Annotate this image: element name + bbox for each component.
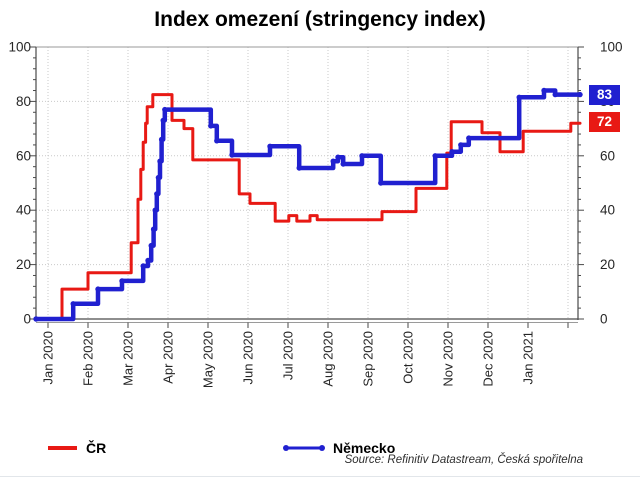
- x-tick-label: Jan 2020: [41, 331, 56, 385]
- germany-data-dot: [229, 152, 235, 158]
- x-tick-label: Sep 2020: [361, 331, 376, 387]
- y-tick-label-right: 100: [600, 40, 623, 55]
- germany-data-dot: [152, 207, 158, 213]
- plot-frame: [35, 46, 579, 320]
- bottom-divider: [0, 476, 640, 477]
- germany-data-dot: [552, 91, 558, 98]
- x-tick-label: Dec 2020: [481, 331, 496, 387]
- germany-data-dot: [145, 257, 151, 264]
- y-tick-label-right: 0: [600, 312, 608, 327]
- x-tick-label: Jul 2020: [281, 331, 296, 380]
- germany-data-dot: [432, 153, 438, 159]
- y-tick-label-right: 20: [600, 257, 615, 272]
- germany-data-dot: [157, 158, 163, 164]
- germany-series-line: [33, 88, 583, 322]
- germany-data-dot: [162, 106, 168, 113]
- y-tick-label-right: 40: [600, 203, 615, 218]
- x-tick-label: Apr 2020: [161, 331, 176, 384]
- x-tick-label: May 2020: [201, 331, 216, 388]
- germany-data-dot: [140, 263, 146, 269]
- germany-data-dot: [449, 149, 455, 155]
- germany-data-dot: [208, 123, 214, 129]
- germany-data-dot: [33, 316, 39, 322]
- germany-data-dot: [155, 174, 162, 181]
- y-tick-label-left: 80: [16, 94, 31, 109]
- legend-label-cr: ČR: [86, 440, 107, 456]
- y-tick-label-left: 60: [16, 148, 31, 163]
- x-tick-label: Aug 2020: [321, 331, 336, 387]
- y-tick-label-left: 100: [8, 40, 31, 55]
- germany-data-dot: [330, 158, 336, 164]
- germany-data-dot: [148, 242, 154, 249]
- germany-data-dot: [267, 143, 273, 149]
- source-credit: Source: Refinitiv Datastream, Česká spoř…: [344, 454, 583, 466]
- germany-data-dot: [516, 94, 522, 101]
- germany-data-dot: [359, 153, 365, 159]
- germany-data-dot: [154, 191, 160, 197]
- x-tick-label: Jun 2020: [241, 331, 256, 385]
- page-title: Index omezení (stringency index): [154, 8, 486, 31]
- legend: ČR Německo: [0, 436, 640, 460]
- germany-line-swatch-icon: [283, 445, 325, 451]
- germany-data-dot: [541, 87, 547, 94]
- legend-item-germany: Německo: [282, 436, 395, 460]
- germany-last-value-badge: 83: [589, 85, 620, 105]
- germany-data-dot: [150, 226, 157, 232]
- germany-data-dot: [214, 138, 220, 144]
- germany-data-dot: [378, 180, 384, 186]
- x-tick-label: Jan 2021: [521, 331, 536, 385]
- y-tick-label-left: 0: [23, 312, 31, 327]
- cr-series-line: [34, 93, 582, 321]
- x-tick-label: Oct 2020: [401, 331, 416, 384]
- x-tick-label: Feb 2020: [81, 331, 96, 386]
- germany-data-dot: [95, 286, 101, 292]
- legend-item-cr: ČR: [47, 436, 106, 460]
- germany-data-dot: [158, 136, 165, 143]
- germany-data-dot: [296, 165, 302, 171]
- y-tick-label-left: 40: [16, 203, 31, 218]
- germany-data-dot: [119, 278, 125, 284]
- legend-label-germany: Německo: [333, 440, 396, 456]
- y-tick-label-right: 60: [600, 148, 615, 163]
- germany-data-dot: [335, 154, 341, 160]
- cr-last-value-badge: 72: [589, 112, 620, 132]
- x-tick-label: Nov 2020: [441, 331, 456, 387]
- germany-data-dot: [466, 135, 472, 141]
- y-tick-label-left: 20: [16, 257, 31, 272]
- germany-data-dot: [70, 301, 76, 307]
- germany-data-dot: [577, 91, 583, 98]
- germany-data-dot: [160, 117, 166, 124]
- germany-data-dot: [340, 161, 346, 167]
- x-tick-label: Mar 2020: [121, 331, 136, 386]
- cr-line-swatch-icon: [48, 446, 77, 450]
- germany-data-dot: [458, 142, 464, 148]
